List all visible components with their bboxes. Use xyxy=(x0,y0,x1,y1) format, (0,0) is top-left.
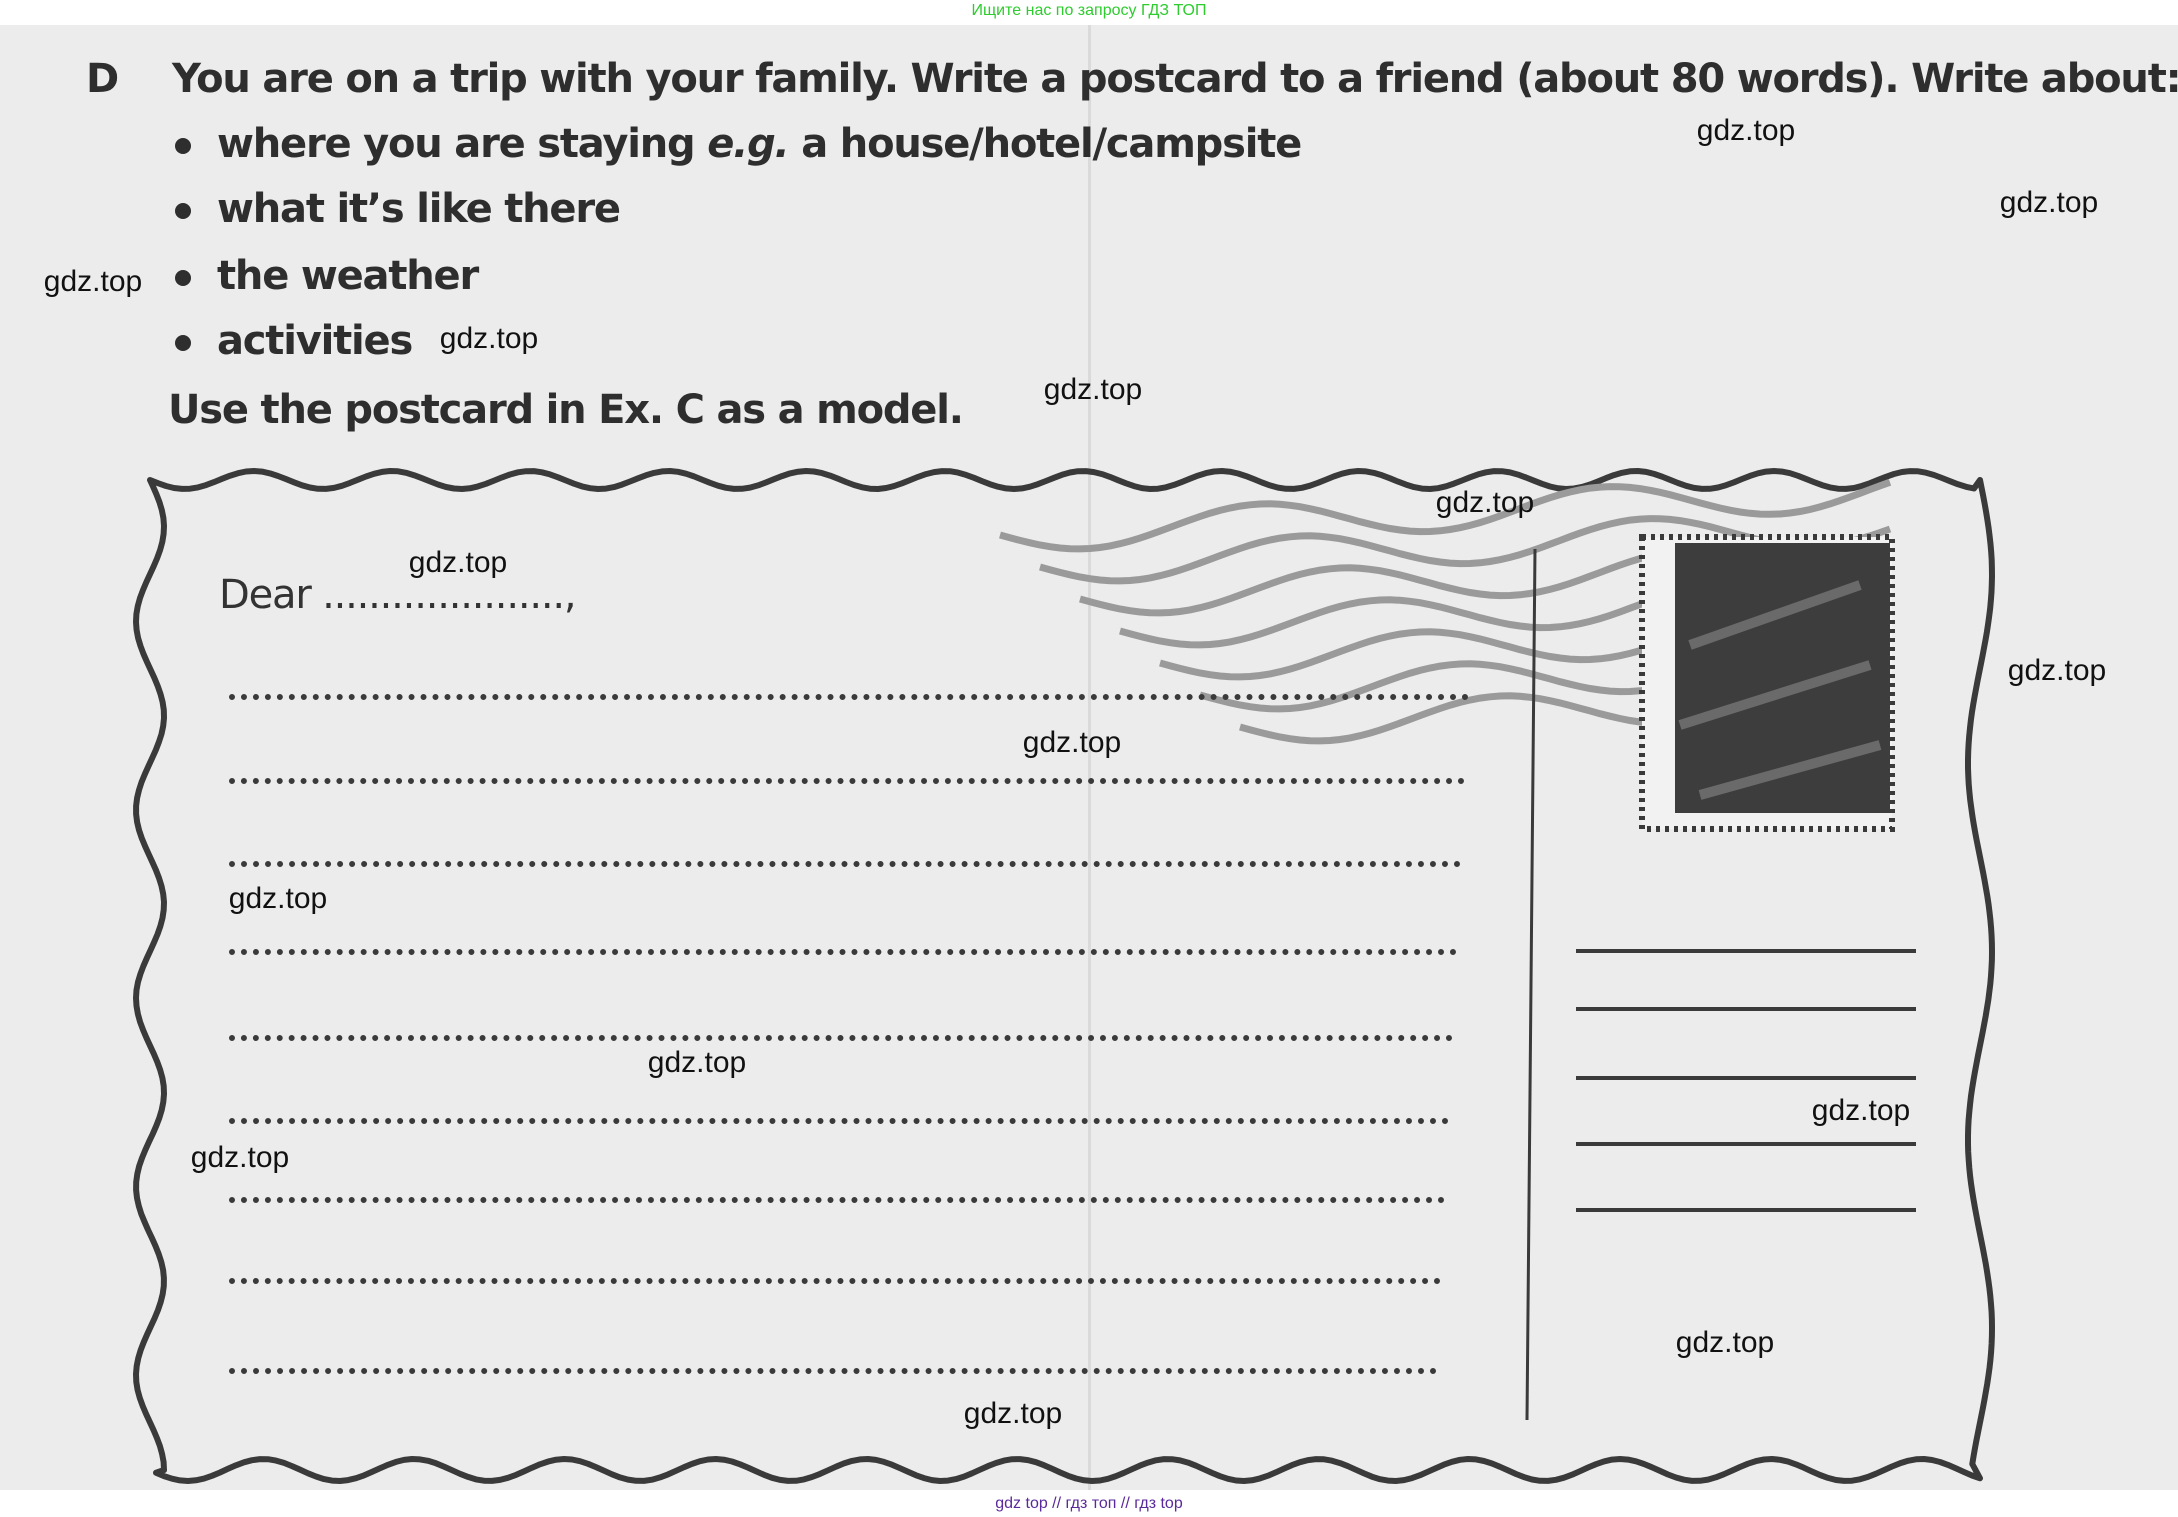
writing-line xyxy=(229,1278,1441,1284)
page-column-divider xyxy=(1088,25,1091,1490)
watermark-text: gdz.top xyxy=(1022,726,1122,759)
writing-line xyxy=(229,1035,1453,1041)
bullet-item-weather: the weather xyxy=(175,253,479,299)
writing-line xyxy=(229,694,1469,700)
bottom-link-2[interactable]: гдз топ xyxy=(1065,1495,1117,1512)
watermark-text: gdz.top xyxy=(1435,486,1535,519)
bullet-icon xyxy=(175,335,191,351)
watermark-text: gdz.top xyxy=(1999,186,2099,219)
bullet-text: a house/hotel/campsite xyxy=(788,121,1302,167)
writing-line xyxy=(229,1118,1449,1124)
model-note: Use the postcard in Ex. C as a model. xyxy=(168,387,964,433)
separator: // xyxy=(1047,1495,1066,1512)
top-banner: Ищите нас по запросу ГДЗ ТОП xyxy=(0,0,2178,25)
postcard-wavy-border xyxy=(133,468,1995,1484)
bullet-text: what it’s like there xyxy=(217,186,621,232)
bullet-item-staying: where you are staying e.g. a house/hotel… xyxy=(175,121,1302,167)
separator: // xyxy=(1116,1495,1135,1512)
bullet-text: where you are staying xyxy=(217,121,708,167)
bottom-link-1[interactable]: gdz top xyxy=(995,1495,1048,1512)
bottom-link-3[interactable]: гдз top xyxy=(1134,1495,1183,1512)
bottom-banner: gdz top // гдз топ // гдз top xyxy=(0,1490,2178,1517)
writing-line xyxy=(229,778,1465,784)
bullet-icon xyxy=(175,270,191,286)
top-banner-text[interactable]: Ищите нас по запросу ГДЗ ТОП xyxy=(971,2,1207,19)
watermark-text: gdz.top xyxy=(2007,654,2107,687)
exercise-letter: D xyxy=(86,56,119,102)
watermark-text: gdz.top xyxy=(1696,114,1796,147)
postcard-greeting: Dear ....................., xyxy=(219,572,577,618)
bullet-text: activities xyxy=(217,318,413,364)
watermark-text: gdz.top xyxy=(1811,1094,1911,1127)
writing-line xyxy=(229,861,1461,867)
address-line xyxy=(1576,1076,1916,1080)
address-line xyxy=(1576,1007,1916,1011)
bullet-text: the weather xyxy=(217,253,479,299)
watermark-text: gdz.top xyxy=(228,882,328,915)
address-line xyxy=(1576,1142,1916,1146)
watermark-text: gdz.top xyxy=(439,322,539,355)
postcard-divider xyxy=(1525,548,1537,1421)
textbook-page: D You are on a trip with your family. Wr… xyxy=(0,25,2178,1490)
watermark-text: gdz.top xyxy=(43,265,143,298)
writing-line xyxy=(229,1197,1445,1203)
writing-line xyxy=(229,1368,1437,1374)
bullet-icon xyxy=(175,203,191,219)
watermark-text: gdz.top xyxy=(408,546,508,579)
postage-stamp xyxy=(1639,534,1895,832)
watermark-text: gdz.top xyxy=(647,1046,747,1079)
watermark-text: gdz.top xyxy=(1043,373,1143,406)
postcard-graphics xyxy=(133,468,1995,1484)
exercise-instruction: You are on a trip with your family. Writ… xyxy=(172,56,2178,102)
watermark-text: gdz.top xyxy=(190,1141,290,1174)
bullet-icon xyxy=(175,138,191,154)
watermark-text: gdz.top xyxy=(1675,1326,1775,1359)
bullet-example: e.g. xyxy=(707,121,790,167)
watermark-text: gdz.top xyxy=(963,1397,1063,1430)
address-line xyxy=(1576,949,1916,953)
bullet-item-like: what it’s like there xyxy=(175,186,621,232)
writing-line xyxy=(229,949,1457,955)
postmark-line xyxy=(999,478,1892,553)
address-line xyxy=(1576,1208,1916,1212)
bullet-item-activities: activities xyxy=(175,318,413,364)
